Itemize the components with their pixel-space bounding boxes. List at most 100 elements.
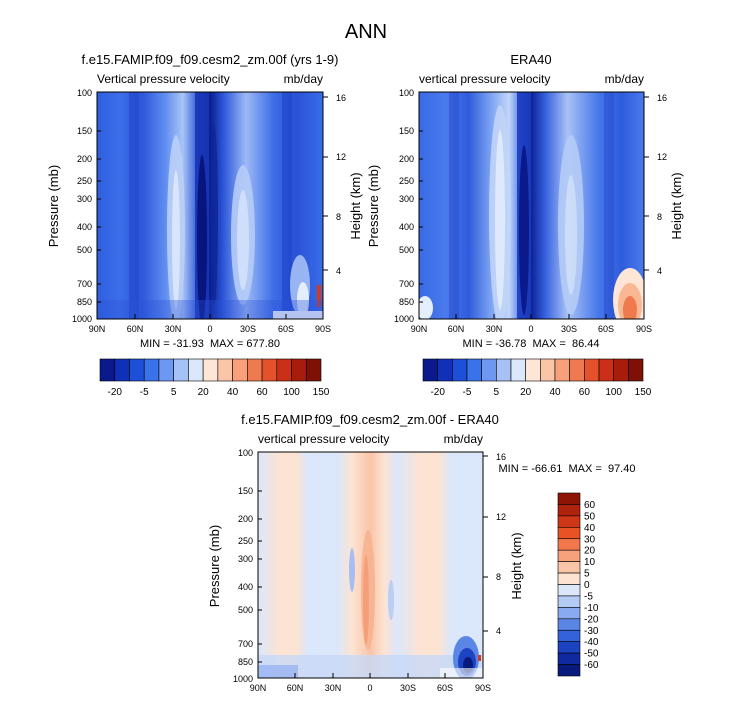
colorbar-swatch: [628, 358, 644, 382]
panel-obs-right-label: mb/day: [605, 72, 644, 86]
colorbar-swatch: [557, 538, 581, 551]
colorbar-label: 30: [584, 534, 596, 545]
ytick-label: 150: [238, 486, 253, 496]
colorbar-swatch: [481, 358, 497, 382]
xtick-label: 60S: [437, 683, 453, 693]
panel-obs-ylabel: Pressure (mb): [366, 165, 381, 247]
xtick-label: 90S: [315, 324, 331, 334]
colorbar-label: -5: [140, 387, 149, 398]
colorbar-swatch: [557, 527, 581, 540]
y2tick-label: 4: [336, 266, 341, 276]
colorbar-swatch: [557, 504, 581, 517]
colorbar-label: -5: [463, 387, 472, 398]
ytick-label: 1000: [233, 674, 253, 684]
colorbar-swatch: [557, 515, 581, 528]
ytick-label: 850: [399, 297, 414, 307]
ytick-label: 500: [77, 245, 92, 255]
xtick-label: 30N: [486, 324, 503, 334]
panel-diff-right-label: mb/day: [444, 432, 483, 446]
xtick-label: 90N: [89, 324, 106, 334]
ytick-label: 300: [77, 194, 92, 204]
xtick-label: 90N: [250, 683, 267, 693]
panel-obs-y2label: Height (km): [669, 172, 684, 239]
ytick-label: 150: [77, 126, 92, 136]
ytick-label: 850: [77, 297, 92, 307]
colorbar-swatch: [584, 358, 600, 382]
ytick-label: 500: [238, 605, 253, 615]
y2tick-label: 16: [657, 93, 667, 103]
colorbar-swatch: [217, 358, 233, 382]
panel-diff-left-label: vertical pressure velocity: [258, 432, 389, 446]
panel-obs: ERA40 vertical pressure velocity mb/day …: [366, 52, 684, 398]
ytick-label: 100: [77, 88, 92, 98]
ytick-label: 100: [238, 448, 253, 458]
panel-diff: f.e15.FAMIP.f09_f09.cesm2_zm.00f - ERA40…: [207, 412, 635, 693]
colorbar-swatch: [261, 358, 278, 382]
colorbar-label: 50: [584, 511, 596, 522]
colorbar-swatch: [188, 358, 204, 382]
panel-obs-yaxis: 100 150 200 250 300 400 500 700 850 1000: [394, 88, 423, 324]
ytick-label: 250: [77, 176, 92, 186]
ytick-label: 300: [238, 554, 253, 564]
ytick-label: 200: [399, 154, 414, 164]
colorbar-swatch: [557, 572, 581, 585]
colorbar-label: -60: [584, 660, 599, 671]
colorbar-swatch: [99, 358, 116, 382]
ytick-label: 500: [399, 245, 414, 255]
panel-model-xaxis: 90N 60N 30N 0 30S 60S 90S: [89, 314, 331, 334]
panel-model-stats: MIN = -31.93 MAX = 677.80: [140, 338, 280, 350]
panel-diff-y2axis: 16 12 8 4: [483, 452, 506, 636]
xtick-label: 0: [528, 324, 533, 334]
panel-obs-colorbar: -20 -5 5 20 40 60 100 150: [422, 358, 652, 398]
ytick-label: 200: [77, 154, 92, 164]
panel-obs-y2axis: 16 12 8 4: [644, 93, 667, 276]
colorbar-swatch: [247, 358, 263, 382]
panel-model-left-label: Vertical pressure velocity: [97, 72, 230, 86]
colorbar-swatch: [557, 652, 581, 665]
y2tick-label: 12: [496, 512, 506, 522]
ytick-label: 700: [77, 279, 92, 289]
xtick-label: 90S: [475, 683, 491, 693]
ytick-label: 250: [399, 176, 414, 186]
colorbar-label: -40: [584, 637, 599, 648]
ytick-label: 400: [238, 582, 253, 592]
colorbar-label: 5: [171, 387, 177, 398]
colorbar-swatch: [557, 641, 581, 654]
colorbar-label: 60: [579, 387, 591, 398]
y2tick-label: 4: [657, 266, 662, 276]
xtick-label: 30S: [240, 324, 256, 334]
xtick-label: 60S: [278, 324, 294, 334]
ytick-label: 100: [399, 88, 414, 98]
colorbar-label: 5: [494, 387, 500, 398]
y2tick-label: 12: [336, 152, 346, 162]
y2tick-label: 8: [657, 212, 662, 222]
ytick-label: 250: [238, 536, 253, 546]
figure-title: ANN: [345, 21, 387, 43]
ytick-label: 300: [399, 194, 414, 204]
colorbar-label: -5: [584, 591, 593, 602]
colorbar-swatch: [557, 607, 581, 620]
colorbar-swatch: [437, 358, 453, 382]
panel-obs-stats: MIN = -36.78 MAX = 86.44: [463, 338, 600, 350]
colorbar-swatch: [557, 618, 581, 631]
panel-diff-stats: MIN = -66.61 MAX = 97.40: [499, 463, 636, 475]
panel-diff-field: [258, 452, 483, 678]
y2tick-label: 8: [336, 212, 341, 222]
colorbar-swatch: [158, 358, 174, 382]
panel-model-ylabel: Pressure (mb): [46, 165, 61, 247]
ytick-label: 1000: [72, 314, 92, 324]
colorbar-swatch: [613, 358, 629, 382]
colorbar-swatch: [557, 595, 581, 608]
colorbar-swatch: [540, 358, 556, 382]
y2tick-label: 16: [336, 93, 346, 103]
panel-model-y2label: Height (km): [348, 172, 363, 239]
colorbar-swatch: [557, 561, 581, 574]
colorbar-label: 0: [584, 580, 590, 591]
panel-obs-xaxis: 90N 60N 30N 0 30S 60S 90S: [411, 314, 652, 334]
colorbar-label: -10: [584, 603, 599, 614]
xtick-label: 90N: [411, 324, 428, 334]
colorbar-swatch: [143, 358, 160, 382]
y2tick-label: 12: [657, 152, 667, 162]
panel-model-title: f.e15.FAMIP.f09_f09.cesm2_zm.00f (yrs 1-…: [82, 52, 339, 67]
ytick-label: 400: [399, 222, 414, 232]
